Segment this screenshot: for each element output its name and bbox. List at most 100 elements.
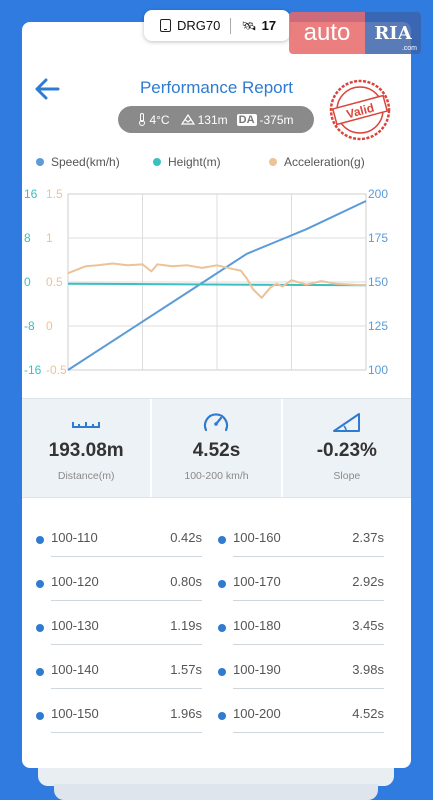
- split-range: 100-200: [233, 706, 281, 721]
- stat-label: Slope: [333, 470, 361, 482]
- watermark-logo: auto RIA .com: [289, 12, 421, 54]
- split-time: 3.45s: [352, 618, 384, 633]
- split-time: 2.92s: [352, 574, 384, 589]
- bullet-dot: [218, 580, 226, 588]
- stat-label: Distance(m): [57, 470, 115, 482]
- speedometer-icon: [204, 413, 229, 432]
- stat-time: 4.52s 100-200 km/h: [152, 399, 283, 497]
- bullet-dot: [218, 536, 226, 544]
- card-shadow-layer: [54, 784, 378, 800]
- legend-acceleration: Acceleration(g): [269, 155, 365, 169]
- split-time: 1.96s: [170, 706, 202, 721]
- density-altitude-value: -375m: [259, 112, 294, 127]
- split-underline: [233, 556, 384, 557]
- tick-label-height: 0: [24, 275, 31, 289]
- split-range: 100-120: [51, 574, 99, 589]
- split-range: 100-140: [51, 662, 99, 677]
- card-shadow-layer: [38, 766, 394, 786]
- bullet-dot: [36, 712, 44, 720]
- tick-label-speed: 125: [368, 319, 388, 333]
- split-time-item: 100-160 2.37s: [218, 530, 384, 557]
- tick-label-height: -8: [24, 319, 35, 333]
- report-card: Performance Report Valid 4°C 131m DA -37…: [22, 22, 411, 768]
- tick-label-height: -16: [24, 363, 42, 377]
- thermometer-icon: [138, 113, 146, 126]
- valid-stamp: Valid: [329, 79, 391, 141]
- divider: [230, 17, 232, 34]
- series-line-acceleration: [67, 262, 367, 299]
- phone-icon: [160, 19, 171, 32]
- series-line-height: [67, 282, 367, 287]
- split-time: 0.80s: [170, 574, 202, 589]
- tick-label-acceleration: 0: [46, 319, 53, 333]
- altitude-value: 131m: [197, 112, 228, 127]
- slope-icon: [332, 413, 360, 432]
- tick-label-acceleration: 0.5: [46, 275, 63, 289]
- bullet-dot: [218, 712, 226, 720]
- tick-label-speed: 200: [368, 187, 388, 201]
- split-time: 4.52s: [352, 706, 384, 721]
- legend-dot-acceleration: [269, 158, 277, 166]
- split-time: 1.57s: [170, 662, 202, 677]
- bullet-dot: [36, 536, 44, 544]
- bullet-dot: [218, 624, 226, 632]
- device-name: DRG70: [177, 18, 221, 33]
- ruler-icon: [72, 422, 101, 428]
- split-time-item: 100-180 3.45s: [218, 618, 384, 645]
- split-range: 100-170: [233, 574, 281, 589]
- watermark-auto: auto: [289, 12, 365, 54]
- split-underline: [51, 644, 202, 645]
- bullet-dot: [218, 668, 226, 676]
- split-underline: [233, 732, 384, 733]
- split-time-item: 100-150 1.96s: [36, 706, 202, 733]
- split-underline: [233, 688, 384, 689]
- split-range: 100-160: [233, 530, 281, 545]
- page-title: Performance Report: [139, 78, 294, 97]
- stat-value: -0.23%: [316, 440, 377, 461]
- stats-panel: 193.08m Distance(m) 4.52s 100-200 km/h -…: [22, 398, 411, 498]
- split-range: 100-130: [51, 618, 99, 633]
- tick-label-speed: 150: [368, 275, 388, 289]
- split-range: 100-190: [233, 662, 281, 677]
- tick-label-acceleration: -0.5: [46, 363, 67, 377]
- split-time-item: 100-190 3.98s: [218, 662, 384, 689]
- satellite-count: 17: [261, 18, 277, 33]
- split-range: 100-150: [51, 706, 99, 721]
- arrow-left-icon[interactable]: [32, 74, 62, 104]
- split-time: 3.98s: [352, 662, 384, 677]
- series-line-speed: [67, 200, 367, 371]
- stat-slope: -0.23% Slope: [283, 399, 411, 497]
- watermark-ria: RIA .com: [365, 12, 421, 54]
- conditions-pill: 4°C 131m DA -375m: [118, 106, 314, 133]
- legend-height: Height(m): [153, 155, 221, 169]
- split-time: 0.42s: [170, 530, 202, 545]
- device-status-pill[interactable]: DRG70 🛰︎ 17: [144, 10, 290, 41]
- bullet-dot: [36, 668, 44, 676]
- bullet-dot: [36, 580, 44, 588]
- split-underline: [51, 600, 202, 601]
- split-time-item: 100-110 0.42s: [36, 530, 202, 557]
- mountain-icon: [180, 114, 195, 125]
- bullet-dot: [36, 624, 44, 632]
- stat-value: 193.08m: [48, 440, 124, 461]
- split-underline: [233, 600, 384, 601]
- split-range: 100-110: [51, 530, 98, 545]
- split-time-item: 100-130 1.19s: [36, 618, 202, 645]
- legend-speed: Speed(km/h): [36, 155, 120, 169]
- tick-label-speed: 175: [368, 231, 388, 245]
- performance-chart: 16 8 0 -8 -16 1.5 1 0.5 0 -0.5 200 175 150 125 100: [24, 187, 388, 377]
- tick-label-acceleration: 1: [46, 231, 53, 245]
- tick-label-speed: 100: [368, 363, 388, 377]
- split-range: 100-180: [233, 618, 281, 633]
- split-time-item: 100-120 0.80s: [36, 574, 202, 601]
- split-time-item: 100-200 4.52s: [218, 706, 384, 733]
- split-underline: [51, 732, 202, 733]
- stat-label: 100-200 km/h: [184, 470, 249, 482]
- density-altitude-badge: DA: [236, 113, 257, 126]
- satellite-icon: 🛰︎: [241, 18, 257, 33]
- split-time-item: 100-170 2.92s: [218, 574, 384, 601]
- tick-label-acceleration: 1.5: [46, 187, 63, 201]
- split-underline: [51, 688, 202, 689]
- legend-dot-speed: [36, 158, 44, 166]
- temperature-value: 4°C: [149, 112, 170, 127]
